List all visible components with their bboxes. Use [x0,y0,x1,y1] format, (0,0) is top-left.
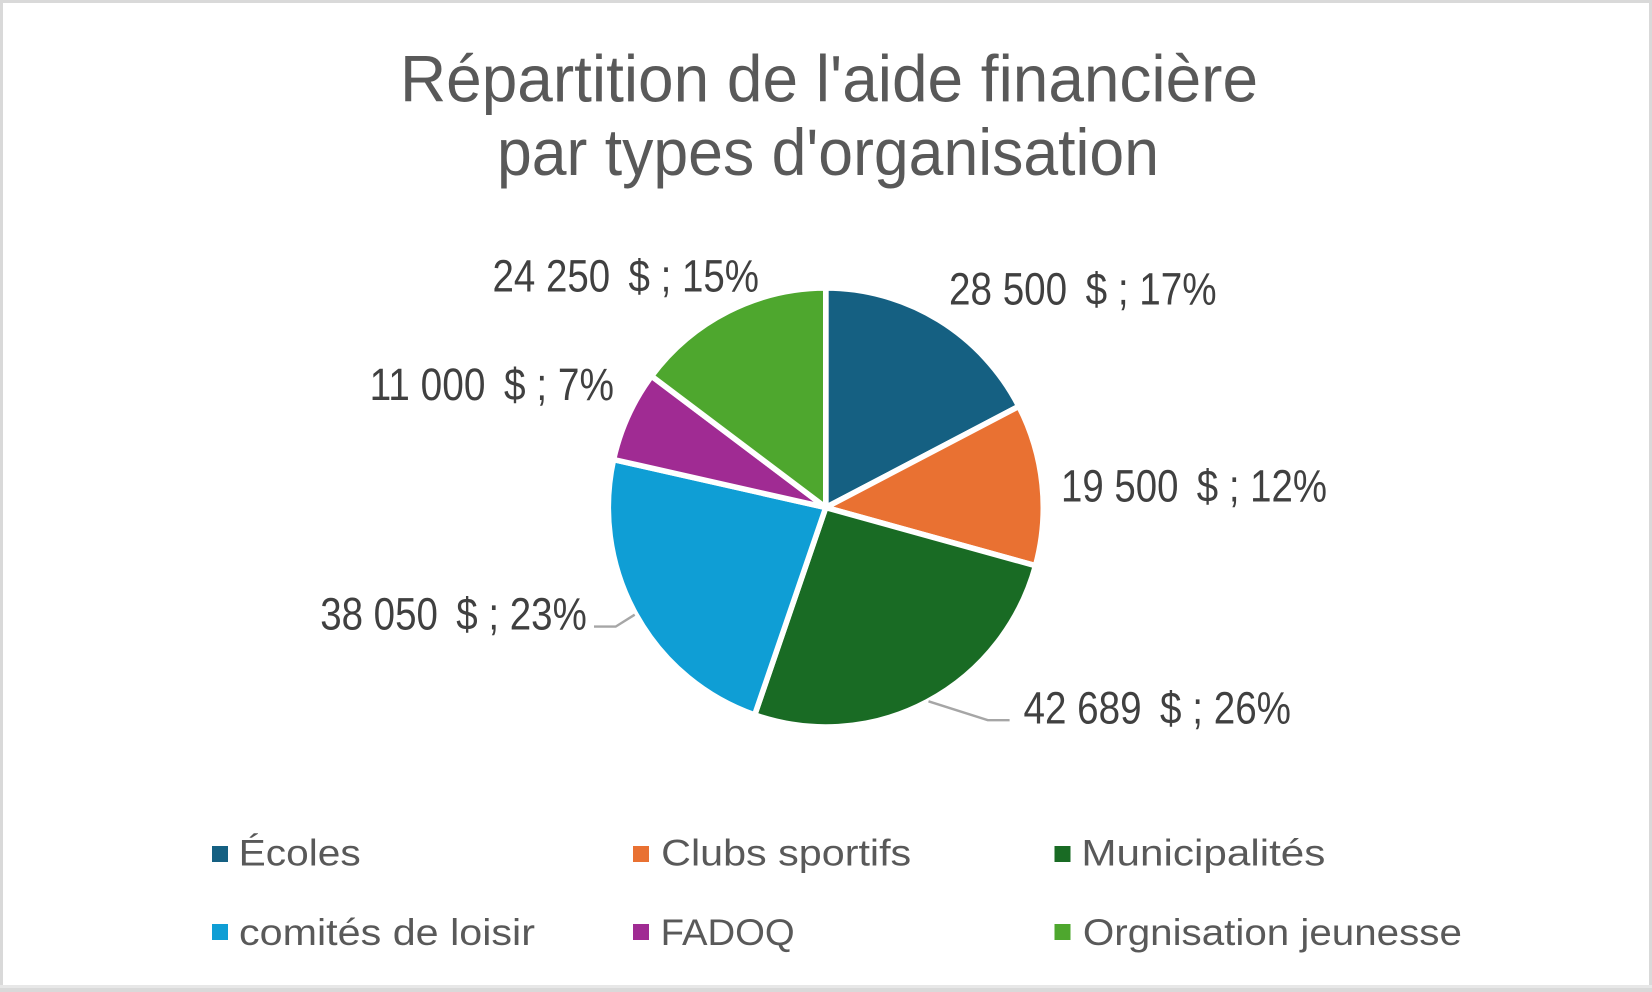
svg-text:42 689 $ ; 26%: 42 689 $ ; 26% [1024,683,1292,734]
svg-text:Municipalités: Municipalités [1081,833,1325,874]
svg-text:Répartition de l'aide financiè: Répartition de l'aide financière [400,41,1258,115]
svg-text:Orgnisation jeunesse: Orgnisation jeunesse [1083,912,1462,953]
svg-text:Écoles: Écoles [239,833,361,874]
svg-text:11 000 $ ; 7%: 11 000 $ ; 7% [370,359,614,410]
svg-text:19 500 $ ; 12%: 19 500 $ ; 12% [1061,461,1327,512]
svg-text:par types d'organisation: par types d'organisation [497,115,1159,189]
svg-text:FADOQ: FADOQ [661,912,795,953]
svg-text:28 500 $ ; 17%: 28 500 $ ; 17% [949,264,1217,315]
svg-text:24 250 $ ; 15%: 24 250 $ ; 15% [493,251,760,302]
svg-text:38 050 $ ; 23%: 38 050 $ ; 23% [320,589,587,640]
svg-text:Clubs sportifs: Clubs sportifs [661,833,911,874]
svg-text:comités de loisir: comités de loisir [239,912,535,953]
